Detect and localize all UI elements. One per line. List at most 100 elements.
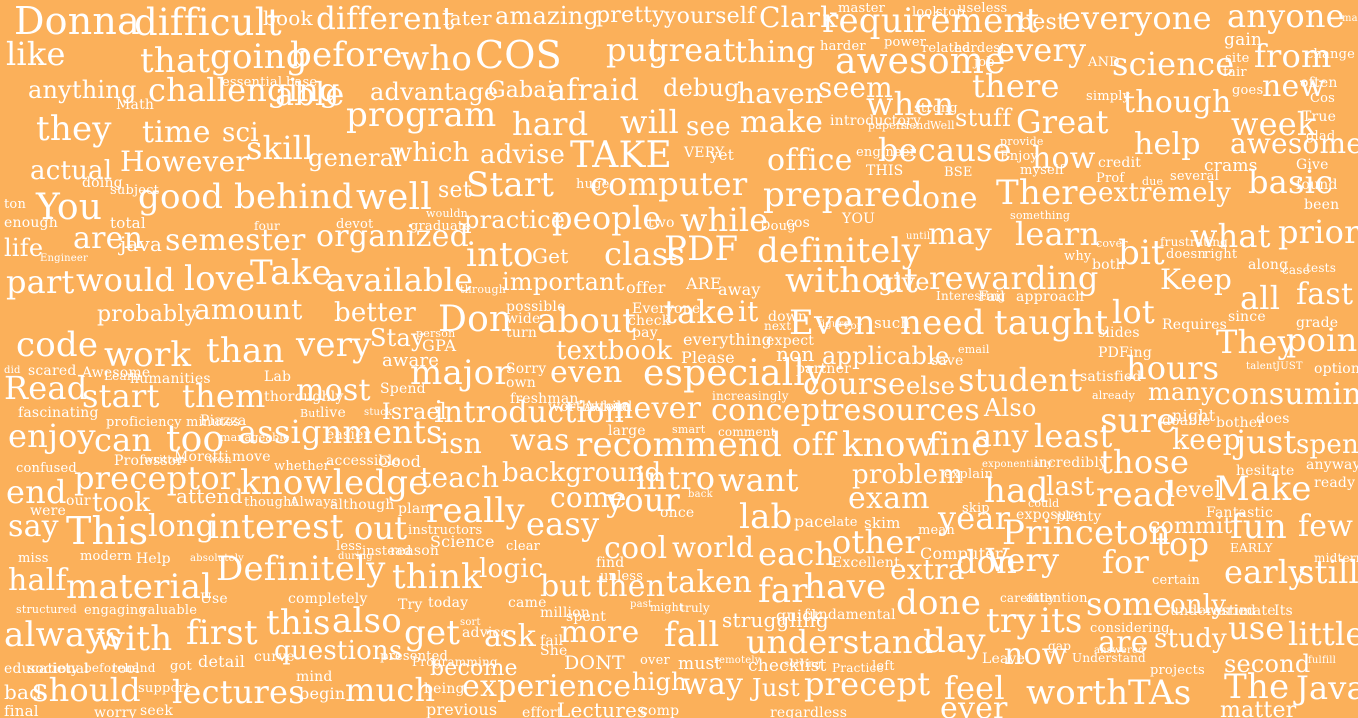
cloud-word: several — [1170, 169, 1219, 184]
cloud-word: time — [142, 115, 211, 150]
cloud-word: Fantastic — [1206, 505, 1274, 521]
cloud-word: anything — [28, 76, 137, 104]
cloud-word: presented — [380, 649, 449, 664]
cloud-word: Read — [4, 369, 88, 407]
cloud-word: work — [104, 335, 192, 375]
cloud-word: available — [326, 261, 474, 299]
cloud-word: society — [28, 661, 80, 677]
cloud-word: able — [275, 75, 345, 113]
cloud-word: one — [922, 181, 978, 216]
cloud-word: some — [1086, 585, 1172, 623]
cloud-word: commit — [1148, 514, 1233, 539]
cloud-word: partner — [796, 361, 852, 377]
cloud-word: doing — [82, 175, 123, 191]
cloud-word: high — [632, 668, 687, 696]
cloud-word: when — [866, 85, 955, 123]
cloud-word: found — [1296, 177, 1338, 193]
cloud-word: Understand — [1072, 651, 1146, 665]
cloud-word: want — [718, 461, 799, 499]
cloud-word: all — [1240, 279, 1281, 317]
cloud-word: hardest — [954, 41, 1006, 56]
cloud-word: due — [1142, 175, 1164, 188]
cloud-word: Israel — [382, 400, 447, 425]
cloud-word: down — [768, 309, 808, 325]
cloud-word: for — [1102, 543, 1150, 581]
cloud-word: there — [972, 67, 1060, 105]
cloud-word: put — [606, 31, 661, 69]
cloud-word: True — [1302, 109, 1337, 125]
cloud-word: You — [36, 187, 103, 228]
cloud-word: now — [1004, 637, 1068, 672]
cloud-word: right — [1204, 247, 1238, 262]
cloud-word: try — [986, 601, 1036, 641]
cloud-word: comment — [718, 425, 776, 439]
cloud-word: being — [424, 681, 465, 697]
cloud-word: take — [664, 293, 736, 331]
cloud-word: large — [608, 423, 646, 439]
cloud-word: really — [426, 491, 525, 531]
cloud-word: them — [182, 377, 266, 415]
cloud-word: completely — [288, 591, 368, 607]
cloud-word: clear — [506, 539, 541, 554]
cloud-word: along — [1248, 257, 1289, 273]
cloud-word: seek — [140, 703, 174, 718]
cloud-word: still — [1298, 553, 1358, 591]
cloud-word: teach — [420, 461, 500, 494]
cloud-word: your — [606, 481, 681, 519]
cloud-word: feel — [944, 669, 1005, 707]
cloud-word: solving — [784, 659, 822, 670]
cloud-word: rewarding — [929, 259, 1099, 297]
cloud-word: computer — [590, 165, 748, 203]
cloud-word: also — [332, 601, 402, 641]
cloud-word: Lab — [264, 369, 292, 385]
cloud-word: only — [1170, 590, 1227, 620]
cloud-word: need — [900, 303, 985, 343]
cloud-word: yourself — [664, 4, 756, 29]
cloud-word: who — [400, 39, 473, 79]
cloud-word: that — [140, 41, 211, 81]
cloud-word: Attend — [584, 399, 633, 415]
cloud-word: good — [138, 177, 224, 217]
cloud-word: attention — [1026, 591, 1088, 606]
cloud-word: taught — [994, 303, 1109, 343]
cloud-word: applicable — [822, 342, 950, 370]
cloud-word: fundamental — [804, 607, 896, 623]
cloud-word: Lectures — [557, 698, 648, 718]
cloud-word: Very — [986, 541, 1060, 579]
cloud-word: Interesting — [936, 289, 1006, 303]
cloud-word: Definitely — [216, 549, 386, 589]
cloud-word: less — [336, 539, 362, 554]
cloud-word: engineer — [856, 145, 917, 160]
cloud-word: humanities — [130, 371, 211, 387]
cloud-word: attend — [176, 484, 243, 508]
cloud-word: related — [922, 41, 971, 56]
cloud-word: fine — [928, 425, 991, 463]
cloud-word: Java — [1296, 669, 1358, 707]
cloud-word: talent — [1246, 361, 1277, 372]
cloud-word: sort — [460, 617, 481, 628]
cloud-word: everyone — [1062, 0, 1212, 37]
cloud-word: cool — [604, 531, 668, 566]
cloud-word: prepared — [763, 175, 923, 215]
cloud-word: exam — [848, 481, 930, 516]
cloud-word: check — [628, 313, 671, 329]
cloud-word: gain — [1224, 30, 1263, 50]
cloud-word: There — [996, 173, 1099, 213]
cloud-word: doable — [1162, 413, 1211, 429]
cloud-word: like — [6, 35, 66, 73]
cloud-word: final — [4, 702, 39, 718]
cloud-word: expect — [766, 333, 815, 349]
cloud-word: Good — [378, 452, 422, 471]
cloud-word: Math — [116, 97, 155, 113]
cloud-word: Donna — [14, 0, 140, 43]
cloud-word: power — [884, 35, 927, 50]
cloud-word: program — [346, 95, 497, 135]
cloud-word: varied — [1210, 603, 1256, 619]
cloud-word: enough — [4, 215, 58, 231]
cloud-word: office — [767, 143, 853, 178]
cloud-word: absolutely — [190, 553, 244, 564]
cloud-word: cos — [786, 215, 811, 231]
cloud-word: through — [460, 283, 506, 296]
cloud-word: today — [428, 595, 469, 611]
cloud-word: harder — [820, 39, 866, 54]
